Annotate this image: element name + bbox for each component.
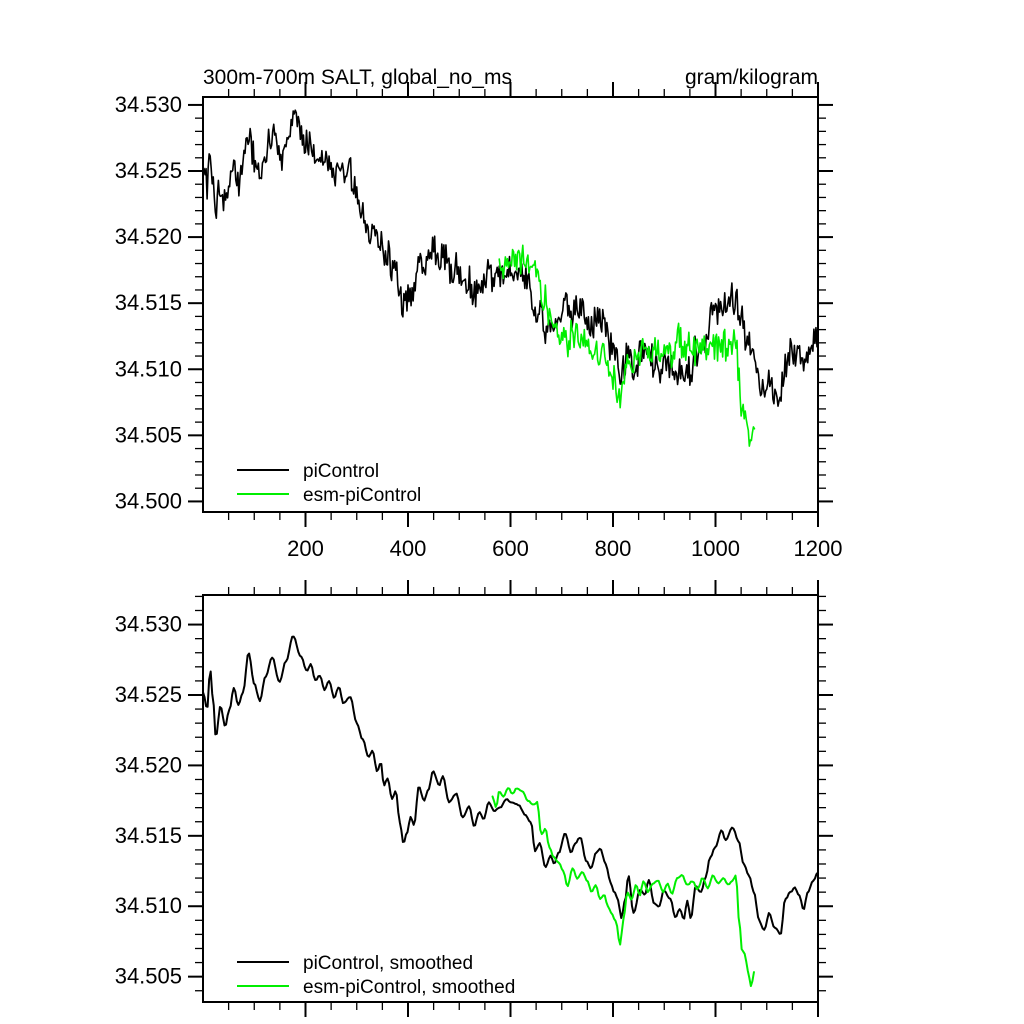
series-line-esm-picontrol bbox=[498, 244, 756, 447]
legend-esm-piControl-smoothed-label: esm-piControl, smoothed bbox=[303, 977, 515, 998]
legend-piControl-smoothed-label: piControl, smoothed bbox=[303, 953, 473, 974]
y-tick-label: 34.510 bbox=[115, 893, 182, 918]
y-tick-label: 34.530 bbox=[115, 92, 182, 117]
bottom-chart: piControl, smoothed esm-piControl, smoot… bbox=[237, 953, 515, 998]
bottom-chart-legend: piControl, smoothed esm-piControl, smoot… bbox=[237, 953, 515, 998]
y-tick-label: 34.505 bbox=[115, 964, 182, 989]
x-tick-label: 1200 bbox=[794, 536, 843, 561]
legend-esm-piControl-label: esm-piControl bbox=[303, 485, 421, 506]
chart-title: 300m-700m SALT, global_no_ms bbox=[203, 66, 512, 89]
y-tick-label: 34.525 bbox=[115, 682, 182, 707]
plot-layer: 200 400 600 800 1000 1200 34.500 34.505 34.510 34… bbox=[115, 82, 843, 1017]
series-line-esm-picontrol-smoothed bbox=[491, 787, 755, 988]
x-tick-label: 600 bbox=[492, 536, 529, 561]
series-line-picontrol bbox=[203, 109, 818, 407]
y-tick-label: 34.510 bbox=[115, 356, 182, 381]
axis-box bbox=[202, 594, 819, 1003]
x-tick-label: 400 bbox=[390, 536, 427, 561]
x-tick-label: 800 bbox=[595, 536, 632, 561]
x-tick-label: 1000 bbox=[691, 536, 740, 561]
series-line-picontrol-smoothed bbox=[203, 635, 818, 935]
legend-piControl-label: piControl bbox=[303, 461, 379, 482]
units-label: gram/kilogram bbox=[685, 66, 818, 89]
top-chart-legend: piControl esm-piControl bbox=[237, 461, 421, 506]
y-tick-label: 34.515 bbox=[115, 290, 182, 315]
y-tick-label: 34.515 bbox=[115, 823, 182, 848]
y-tick-label: 34.520 bbox=[115, 224, 182, 249]
y-tick-label: 34.530 bbox=[115, 612, 182, 637]
y-tick-label: 34.500 bbox=[115, 488, 182, 513]
top-chart: 300m-700m SALT, global_no_ms gram/kilogr… bbox=[203, 66, 818, 506]
y-tick-label: 34.505 bbox=[115, 422, 182, 447]
x-tick-label: 200 bbox=[287, 536, 324, 561]
y-tick-label: 34.525 bbox=[115, 158, 182, 183]
y-tick-label: 34.520 bbox=[115, 752, 182, 777]
